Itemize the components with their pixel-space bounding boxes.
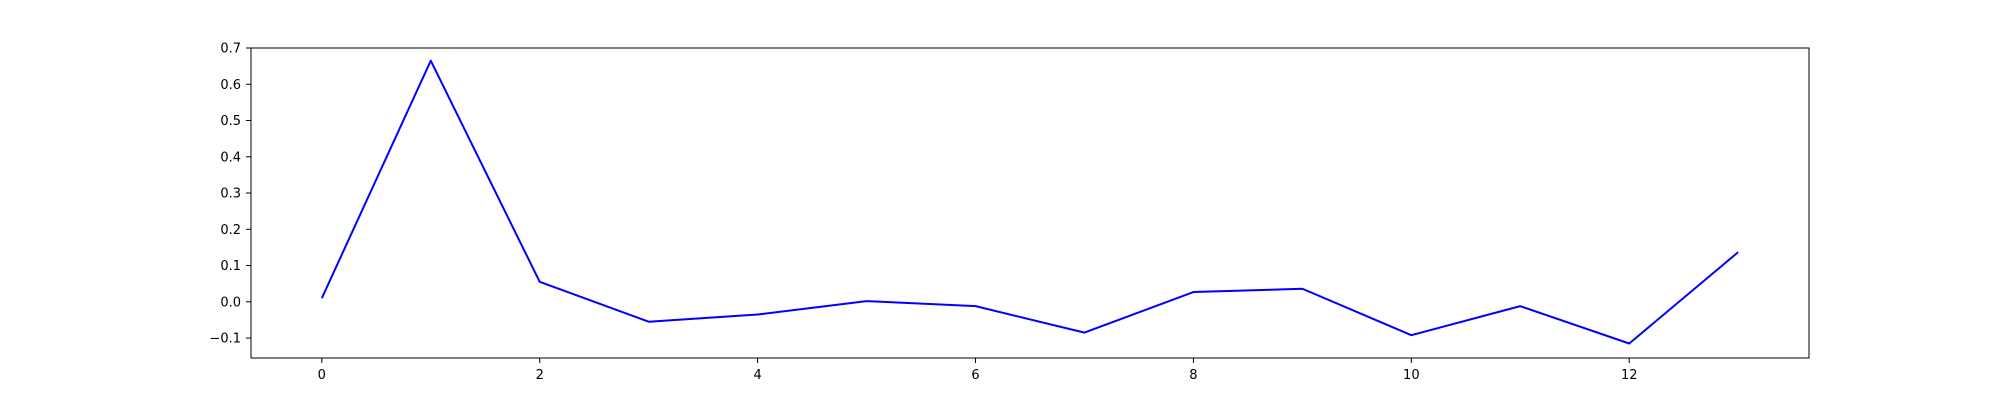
y-tick-label: 0.0 [220,295,241,310]
y-tick-label: 0.3 [220,187,241,202]
series-line-0 [320,59,1739,345]
x-tick-label: 10 [1403,368,1420,383]
plot-frame [250,47,1810,359]
y-axis: −0.1 0.0 0.1 0.2 0.3 0.4 0.5 0.6 0.7 [209,42,251,347]
y-tick-label: 0.6 [220,78,241,93]
x-axis: 0 2 4 6 8 10 12 [318,358,1638,383]
series-layer [320,59,1739,345]
x-tick-label: 12 [1621,368,1638,383]
y-tick-label: 0.4 [220,150,241,165]
x-tick-label: 2 [536,368,544,383]
x-tick-label: 8 [1189,368,1197,383]
x-tick-label: 4 [753,368,761,383]
x-tick-label: 0 [318,368,326,383]
y-tick-label: 0.7 [220,42,241,57]
x-tick-label: 6 [971,368,979,383]
y-tick-label: 0.1 [220,259,241,274]
y-tick-label: −0.1 [209,332,241,347]
y-tick-label: 0.5 [220,114,241,129]
y-tick-label: 0.2 [220,223,241,238]
